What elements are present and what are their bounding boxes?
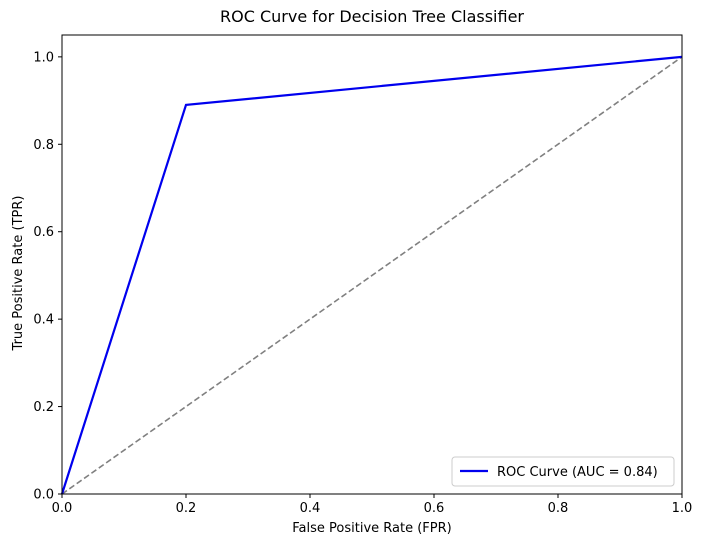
axes-frame [61,34,683,495]
legend: ROC Curve (AUC = 0.84) [451,456,675,487]
y-axis-ticks: 0.0 0.2 0.4 0.6 0.8 1.0 [33,50,62,503]
x-axis-label: False Positive Rate (FPR) [292,521,451,536]
y-axis-label: True Positive Rate (TPR) [11,196,26,352]
y-tick-label: 0.2 [33,400,54,415]
series-lines [60,55,683,495]
x-tick-label: 0.8 [548,501,569,516]
y-tick-label: 1.0 [33,50,54,65]
x-tick-label: 0.2 [176,501,197,516]
plot-area: 0.0 0.2 0.4 0.6 0.8 1.0 0.0 0.2 0.4 0.6 0.8 1.0 [33,34,693,516]
x-tick-label: 0.4 [300,501,321,516]
x-axis-ticks: 0.0 0.2 0.4 0.6 0.8 1.0 [52,494,693,516]
x-tick-label: 0.0 [52,501,73,516]
y-tick-label: 0.6 [33,225,54,240]
reference-diagonal-line [61,56,683,495]
x-tick-label: 0.6 [424,501,445,516]
x-tick-label: 1.0 [672,501,693,516]
chart-title: ROC Curve for Decision Tree Classifier [220,7,524,26]
legend-box [451,456,675,487]
y-tick-label: 0.4 [33,313,54,328]
y-tick-label: 0.8 [33,138,54,153]
y-tick-label: 0.0 [33,488,54,503]
roc-curve-line [60,55,683,495]
legend-label-roc: ROC Curve (AUC = 0.84) [497,465,658,480]
